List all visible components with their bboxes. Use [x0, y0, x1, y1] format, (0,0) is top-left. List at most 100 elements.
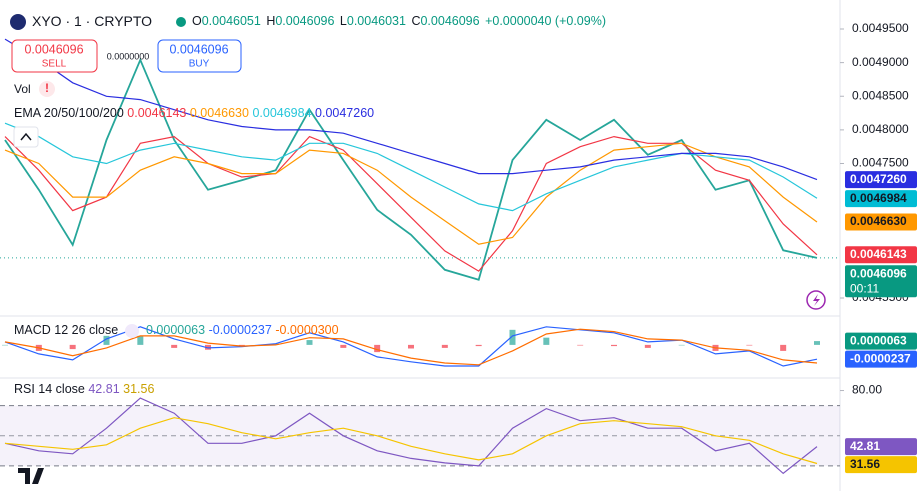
- spread: 0.0000000: [107, 51, 150, 61]
- macd-legend: MACD 12 26 close: [14, 323, 118, 337]
- ema-legend: EMA 20/50/100/200 0.0046143 0.0046630 0.…: [14, 106, 374, 120]
- plots: 0.00455000.00475000.00480000.00485000.00…: [0, 21, 917, 475]
- buy-price: 0.0046096: [169, 42, 228, 56]
- y-tick-label: 0.0047500: [852, 156, 909, 170]
- sell-label: SELL: [42, 59, 67, 70]
- price-badge: 0.0046096: [850, 266, 907, 280]
- ema-badge: 0.0046630: [850, 214, 907, 228]
- series-line: [4, 57, 818, 281]
- macd-hist-value: 0.0000063: [146, 323, 205, 337]
- logo: [18, 468, 44, 484]
- ema-badge-bg: [845, 213, 917, 231]
- signal-value: -0.0000300: [275, 323, 338, 337]
- y-tick-label: 0.0048000: [852, 122, 909, 136]
- close-label: C: [411, 14, 420, 28]
- ema200-value: 0.0047260: [315, 106, 374, 120]
- ema50-value: 0.0046630: [190, 106, 249, 120]
- ema100-value: 0.0046984: [252, 106, 311, 120]
- lightning-button[interactable]: [806, 290, 826, 310]
- sell-price: 0.0046096: [24, 42, 83, 56]
- y-tick-label: 80.00: [852, 383, 882, 397]
- collapse-icon: [20, 132, 32, 141]
- series-line: [4, 417, 818, 465]
- change: +0.0000040 (+0.09%): [485, 14, 606, 28]
- histogram-bar: [340, 344, 347, 348]
- series-line: [4, 397, 818, 475]
- ema-badge-bg: [845, 190, 917, 208]
- rsi-badge-bg: [845, 438, 917, 456]
- histogram-bar: [137, 335, 144, 345]
- rsi-value: 42.81: [88, 382, 119, 396]
- histogram-bar: [69, 344, 76, 350]
- price-badge-bg: [845, 265, 917, 298]
- lightning-icon: [813, 294, 820, 306]
- ema-badge: 0.0047260: [850, 172, 907, 186]
- y-tick-label: 0.0048500: [852, 88, 909, 102]
- rsi-ma-value: 31.56: [123, 382, 154, 396]
- macd-badge-bg: [845, 350, 917, 368]
- buy-button[interactable]: [157, 39, 242, 73]
- high-label: H: [266, 14, 275, 28]
- rsi-title: RSI 14 close: [14, 382, 85, 396]
- header: XYO · 1 · CRYPTO: [32, 13, 152, 29]
- ema-badge-bg: [845, 171, 917, 189]
- histogram-bar: [171, 344, 178, 348]
- collapse-button[interactable]: [13, 126, 39, 148]
- histogram-bar: [2, 344, 8, 346]
- histogram-bar: [678, 344, 685, 346]
- histogram-bar: [780, 344, 787, 351]
- histogram-bar: [577, 344, 584, 346]
- rsi-legend: RSI 14 close 42.81 31.56: [14, 382, 154, 396]
- histogram-bar: [103, 335, 110, 345]
- macd-badge: -0.0000237: [850, 351, 911, 365]
- histogram-bar: [509, 329, 516, 345]
- histogram-bar: [408, 344, 414, 349]
- y-tick-label: 0.0049000: [852, 55, 909, 69]
- ema-badge: 0.0046143: [850, 247, 907, 261]
- symbol: XYO · 1 · CRYPTO: [32, 13, 152, 29]
- low: 0.0046031: [347, 14, 406, 28]
- open: 0.0046051: [202, 14, 261, 28]
- open-label: O: [192, 14, 202, 28]
- buy-label: BUY: [189, 59, 210, 70]
- rsi-ma-badge-bg: [845, 456, 917, 474]
- ema20-value: 0.0046143: [127, 106, 186, 120]
- histogram-bar: [644, 344, 651, 348]
- macd-icon: [125, 324, 139, 338]
- histogram-bar: [543, 337, 550, 345]
- rsi-badge: 42.81: [850, 439, 880, 453]
- macd-hist-badge: 0.0000063: [850, 333, 907, 347]
- countdown: 00:11: [850, 281, 879, 295]
- low-label: L: [340, 14, 347, 28]
- close: 0.0046096: [420, 14, 479, 28]
- ema-badge: 0.0046984: [850, 191, 907, 205]
- warning-icon: [39, 81, 55, 97]
- status-dot: [176, 17, 186, 27]
- histogram-bar: [306, 340, 313, 345]
- histogram-bar: [475, 344, 482, 347]
- warning-mark: !: [45, 81, 49, 95]
- ema-badge-bg: [845, 246, 917, 264]
- symbol-icon: [10, 14, 26, 30]
- macd-value: -0.0000237: [209, 323, 272, 337]
- histogram-bar: [814, 341, 820, 345]
- series-line: [4, 142, 818, 245]
- ohlc: O0.0046051 H0.0046096 L0.0046031 C0.0046…: [192, 14, 606, 28]
- series-line: [4, 38, 818, 181]
- histogram-bar: [611, 344, 617, 347]
- sell-button[interactable]: [11, 39, 98, 73]
- ema-title: EMA 20/50/100/200: [14, 106, 124, 120]
- histogram-bar: [746, 344, 753, 346]
- macd-hist-badge-bg: [845, 332, 917, 350]
- rsi-ma-badge: 31.56: [850, 457, 880, 471]
- series-line: [4, 328, 818, 366]
- vol-label: Vol: [14, 82, 31, 96]
- macd-title: MACD 12 26 close: [14, 323, 118, 337]
- high: 0.0046096: [275, 14, 334, 28]
- histogram-bar: [441, 344, 448, 348]
- macd-values: 0.0000063 -0.0000237 -0.0000300: [146, 323, 339, 337]
- y-tick-label: 0.0049500: [852, 21, 909, 35]
- histogram-bar: [374, 344, 381, 353]
